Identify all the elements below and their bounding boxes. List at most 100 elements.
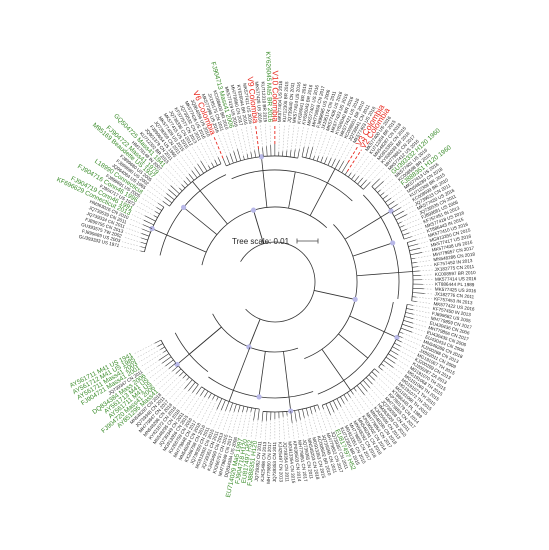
leaf-label: KU712305 BR 2015 — [282, 81, 289, 123]
leaf-guide-line — [241, 127, 248, 155]
leaf-guide-line — [138, 201, 156, 212]
leaf-guide-line — [369, 387, 381, 400]
leaf-branch — [346, 392, 351, 398]
leaf-branch — [168, 189, 178, 197]
leaf-label: MK577424 US 2016 — [292, 81, 302, 123]
leaf-guide-line — [265, 420, 267, 440]
leaf-guide-line — [387, 185, 401, 196]
leaf-guide-line — [401, 214, 418, 223]
bootstrap-node-marker — [250, 207, 257, 213]
leaf-branch — [257, 408, 260, 420]
leaf-branch — [313, 405, 317, 412]
leaf-guide-line — [412, 331, 424, 337]
leaf-guide-line — [200, 142, 212, 163]
leaf-guide-line — [282, 124, 285, 152]
leaf-branch — [168, 362, 177, 369]
leaf-label: KP036503 CN 2014 — [292, 440, 302, 482]
leaf-branch — [388, 353, 397, 360]
leaf-guide-line — [209, 409, 218, 426]
leaf-guide-line — [227, 411, 235, 433]
leaf-branch — [362, 380, 371, 388]
leaf-branch — [403, 236, 412, 240]
leaf-guide-line — [311, 413, 318, 435]
leaf-guide-line — [417, 241, 428, 245]
leaf-label-colombia: V10 Colombia — [271, 71, 280, 123]
leaf-branch — [404, 316, 414, 319]
leaf-guide-line — [121, 246, 141, 252]
leaf-guide-line — [123, 236, 141, 243]
leaf-branch — [194, 167, 201, 176]
root-arc — [240, 241, 316, 323]
leaf-branch — [409, 247, 421, 251]
leaf-guide-line — [384, 366, 401, 379]
leaf-branch — [157, 343, 163, 347]
leaf-guide-line — [416, 301, 432, 304]
leaf-branch — [393, 210, 404, 217]
leaf-guide-line — [411, 232, 426, 237]
leaf-branch — [365, 377, 373, 385]
leaf-guide-line — [394, 363, 406, 371]
leaf-guide-line — [412, 322, 427, 328]
leaf-guide-line — [376, 376, 391, 390]
leaf-guide-line — [295, 125, 300, 150]
leaf-branch — [200, 388, 206, 396]
leaf-branch — [214, 159, 218, 166]
leaf-branch — [385, 198, 392, 203]
leaf-guide-line — [335, 140, 345, 160]
leaf-branch — [237, 149, 241, 161]
leaf-label: KF757450 IN 2013 — [432, 306, 471, 317]
leaf-guide-line — [138, 349, 161, 363]
leaf-branch — [377, 189, 381, 193]
leaf-branch — [379, 192, 385, 197]
leaf-branch — [363, 181, 371, 190]
leaf-guide-line — [400, 201, 412, 208]
leaf-branch — [142, 228, 151, 233]
leaf-branch — [394, 342, 401, 347]
leaf-guide-line — [397, 197, 409, 205]
leaf-branch — [395, 214, 407, 221]
leaf-guide-line — [401, 341, 418, 350]
leaf-branch — [140, 246, 146, 249]
bootstrap-node-marker — [352, 296, 358, 302]
leaf-guide-line — [165, 167, 182, 185]
leaf-branch — [183, 180, 189, 186]
leaf-guide-line — [162, 171, 180, 189]
leaf-guide-line — [149, 365, 166, 379]
leaf-branch — [166, 193, 175, 201]
tree-scale-label: Tree scale: 0.01 — [232, 237, 290, 246]
leaf-guide-line — [260, 124, 263, 148]
leaf-label: MK577422 US 2016 — [433, 301, 475, 312]
leaf-branch — [186, 376, 190, 381]
leaf-label: MK577404 US 2016 — [277, 80, 283, 122]
internal-branch — [338, 333, 369, 359]
leaf-guide-line — [412, 327, 426, 332]
leaf-branch — [305, 147, 309, 158]
leaf-guide-line — [364, 394, 374, 406]
leaf-branch — [212, 394, 216, 400]
leaf-branch — [181, 184, 186, 189]
leaf-branch — [200, 160, 208, 172]
leaf-guide-line — [143, 193, 159, 204]
leaf-guide-line — [218, 134, 227, 157]
leaf-guide-line — [347, 146, 358, 163]
leaf-branch — [246, 153, 249, 159]
subclade-arc — [317, 301, 394, 395]
bootstrap-node-marker — [258, 154, 265, 160]
internal-branch — [261, 156, 268, 208]
internal-branch — [352, 242, 393, 257]
leaf-guide-line — [343, 144, 354, 162]
subclade-arc — [322, 368, 375, 406]
leaf-branch — [297, 149, 300, 159]
leaf-guide-line — [308, 128, 314, 148]
leaf-branch — [309, 407, 313, 414]
leaf-guide-line — [416, 260, 432, 263]
leaf-branch — [155, 211, 160, 215]
leaf-branch — [233, 403, 237, 412]
leaf-branch — [334, 159, 340, 170]
internal-branch — [192, 181, 228, 225]
leaf-guide-line — [362, 161, 378, 179]
leaf-guide-line — [155, 371, 173, 386]
leaf-branch — [368, 374, 375, 381]
leaf-guide-line — [379, 170, 388, 179]
